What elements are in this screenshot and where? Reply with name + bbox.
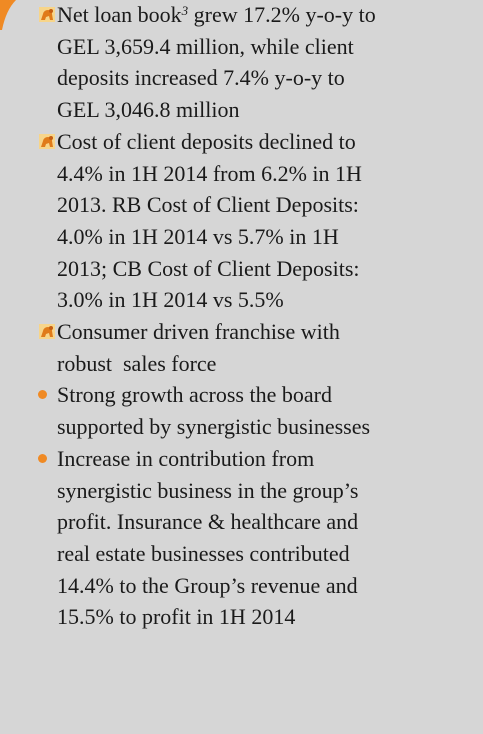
text: Net loan book: [57, 2, 182, 27]
text: deposits increased 7.4% y-o-y to: [57, 65, 345, 91]
text-line: Increase in contribution from: [57, 443, 483, 475]
corner-accent: [0, 0, 16, 30]
text: supported by synergistic businesses: [57, 414, 371, 440]
text-line: Consumer driven franchise with: [57, 316, 483, 348]
text: Cost of client deposits declined to: [57, 128, 356, 154]
text: GEL 3,659.4 million, while client: [57, 33, 354, 59]
text-line: real estate businesses contributed: [57, 538, 483, 570]
text-line: 4.0% in 1H 2014 vs 5.7% in 1H: [57, 221, 483, 253]
text-line: 2013. RB Cost of Client Deposits:: [57, 189, 483, 221]
text: profit. Insurance & healthcare and: [57, 509, 359, 535]
bullet-item: Consumer driven franchise with robust sal…: [0, 316, 483, 379]
text: 15.5% to profit in 1H 2014: [57, 604, 296, 630]
bullet-item: Strong growth across the board supported …: [0, 379, 483, 442]
bullet-list: Net loan book3 grew 17.2% y-o-y to GEL 3,…: [0, 0, 483, 633]
text-line: 4.4% in 1H 2014 from 6.2% in 1H: [57, 158, 483, 190]
text-line: Net loan book3 grew 17.2% y-o-y to: [57, 0, 483, 31]
text-line: 3.0% in 1H 2014 vs 5.5%: [57, 284, 483, 316]
text-line: profit. Insurance & healthcare and: [57, 506, 483, 538]
text-line: GEL 3,046.8 million: [57, 94, 483, 126]
bullet-item: Increase in contribution from synergistic…: [0, 443, 483, 633]
text: real estate businesses contributed: [57, 540, 350, 566]
bullet-icon: [39, 133, 55, 149]
text: 2013. RB Cost of Client Deposits:: [57, 192, 359, 218]
text-line: deposits increased 7.4% y-o-y to: [57, 62, 483, 94]
text-line: GEL 3,659.4 million, while client: [57, 31, 483, 63]
bullet-dot: [38, 453, 47, 463]
text-line: 2013; CB Cost of Client Deposits:: [57, 253, 483, 285]
text: 4.4% in 1H 2014 from 6.2% in 1H: [57, 160, 362, 186]
bullet-item: Cost of client deposits declined to 4.4% …: [0, 126, 483, 316]
text: 2013; CB Cost of Client Deposits:: [57, 255, 360, 281]
text: synergistic business in the group’s: [57, 477, 359, 503]
bullet-item: Net loan book3 grew 17.2% y-o-y to GEL 3,…: [0, 0, 483, 126]
bullet-icon: [39, 7, 55, 22]
bullet-dot: [38, 390, 47, 400]
text: grew 17.2% y-o-y to: [188, 2, 376, 27]
text-line: 14.4% to the Group’s revenue and: [57, 570, 483, 602]
text-line: Cost of client deposits declined to: [57, 126, 483, 158]
bullet-icon: [39, 324, 55, 340]
text: 4.0% in 1H 2014 vs 5.7% in 1H: [57, 223, 339, 249]
text: 14.4% to the Group’s revenue and: [57, 572, 358, 598]
text-line: Strong growth across the board: [57, 379, 483, 411]
text: Consumer driven franchise with: [57, 319, 340, 345]
text-line: synergistic business in the group’s: [57, 475, 483, 507]
text: GEL 3,046.8 million: [57, 97, 240, 123]
text: Strong growth across the board: [57, 382, 332, 408]
text: Increase in contribution from: [57, 445, 315, 471]
text-line: supported by synergistic businesses: [57, 411, 483, 443]
footnote-ref: 3: [181, 3, 189, 18]
text-line: 15.5% to profit in 1H 2014: [57, 601, 483, 633]
text: 3.0% in 1H 2014 vs 5.5%: [57, 287, 284, 313]
text-line: robust sales force: [57, 348, 483, 380]
text: robust sales force: [57, 350, 217, 376]
